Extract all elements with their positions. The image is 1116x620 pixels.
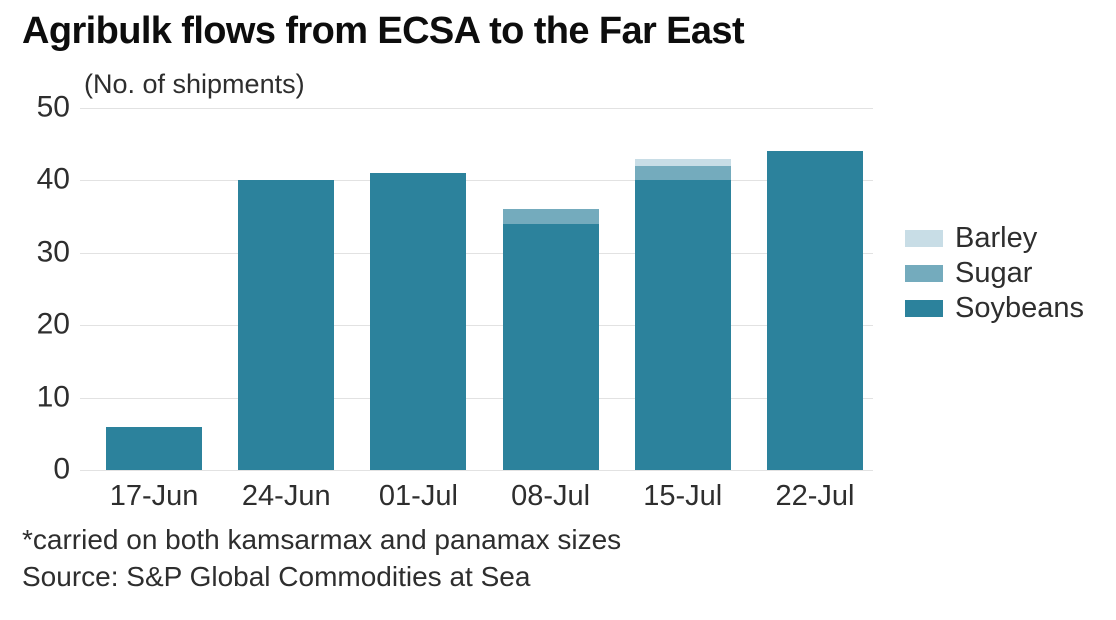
bar-slot-17-Jun xyxy=(88,108,220,470)
x-tick-label-01-Jul: 01-Jul xyxy=(378,480,458,512)
x-tick-label-17-Jun: 17-Jun xyxy=(109,480,199,512)
bar-segment-soybeans-01-Jul xyxy=(370,173,467,470)
bar-24-Jun xyxy=(238,180,335,470)
y-tick-label-20: 20 xyxy=(36,307,70,341)
chart-subtitle: (No. of shipments) xyxy=(84,69,305,99)
y-tick-label-40: 40 xyxy=(36,162,70,196)
bar-segment-sugar-08-Jul xyxy=(502,209,599,224)
x-tick-label-22-Jul: 22-Jul xyxy=(775,480,855,512)
legend-item-sugar: Sugar xyxy=(905,257,1084,289)
bar-segment-barley-15-Jul xyxy=(634,158,731,166)
plot-area xyxy=(80,108,873,471)
source-credit: Source: S&P Global Commodities at Sea xyxy=(22,561,531,592)
bar-slot-08-Jul xyxy=(485,108,617,470)
x-tick-label-24-Jun: 24-Jun xyxy=(241,480,331,512)
legend-item-soybeans: Soybeans xyxy=(905,292,1084,324)
bar-segment-soybeans-22-Jul xyxy=(766,151,863,470)
legend-label-barley: Barley xyxy=(955,222,1038,254)
footnote: *carried on both kamsarmax and panamax s… xyxy=(22,524,622,555)
bar-segment-soybeans-17-Jun xyxy=(106,426,203,470)
gridline-20 xyxy=(80,325,873,327)
y-axis: 0 10 20 30 40 50 xyxy=(0,90,70,485)
y-tick-label-30: 30 xyxy=(36,235,70,269)
bar-slot-24-Jun xyxy=(220,108,352,470)
bar-15-Jul xyxy=(634,158,731,470)
legend-swatch-soybeans xyxy=(905,300,943,317)
x-tick-label-08-Jul: 08-Jul xyxy=(511,480,591,512)
bar-segment-sugar-15-Jul xyxy=(634,165,731,181)
gridline-50 xyxy=(80,108,873,109)
bar-08-Jul xyxy=(502,209,599,470)
bar-22-Jul xyxy=(766,151,863,470)
bar-segment-soybeans-24-Jun xyxy=(238,180,335,470)
chart-title: Agribulk flows from ECSA to the Far East xyxy=(22,10,745,52)
x-tick-label-15-Jul: 15-Jul xyxy=(643,480,723,512)
bar-01-Jul xyxy=(370,173,467,470)
legend-item-barley: Barley xyxy=(905,222,1084,254)
legend: Barley Sugar Soybeans xyxy=(905,222,1084,329)
legend-label-soybeans: Soybeans xyxy=(955,292,1084,324)
bar-segment-soybeans-15-Jul xyxy=(634,180,731,470)
legend-swatch-sugar xyxy=(905,265,943,282)
gridline-30 xyxy=(80,252,873,254)
bar-slot-01-Jul xyxy=(352,108,484,470)
x-axis: 17-Jun 24-Jun 01-Jul 08-Jul 15-Jul 22-Jul xyxy=(88,480,881,513)
bar-slot-15-Jul xyxy=(617,108,749,470)
gridline-10 xyxy=(80,397,873,399)
bars-layer xyxy=(88,108,881,470)
legend-swatch-barley xyxy=(905,230,943,247)
gridline-0 xyxy=(80,470,873,471)
bar-slot-22-Jul xyxy=(749,108,881,470)
y-tick-label-0: 0 xyxy=(53,452,70,486)
legend-label-sugar: Sugar xyxy=(955,257,1033,289)
y-tick-label-10: 10 xyxy=(36,379,70,413)
y-tick-label-50: 50 xyxy=(36,90,70,124)
gridline-40 xyxy=(80,180,873,182)
bar-17-Jun xyxy=(106,426,203,470)
bar-segment-soybeans-08-Jul xyxy=(502,223,599,470)
